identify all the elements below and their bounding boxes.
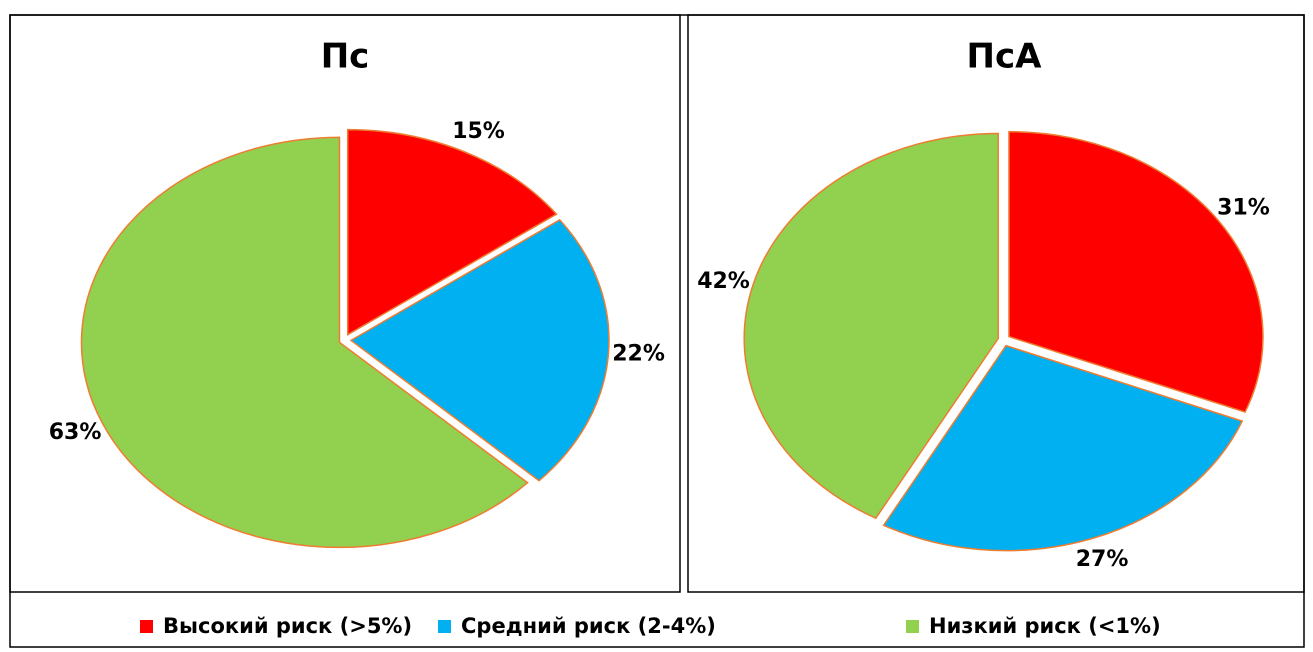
data-label: 15%: [452, 119, 505, 144]
legend-swatch: [140, 620, 153, 633]
chart-title: Пс: [321, 37, 370, 77]
legend-swatch: [438, 620, 451, 633]
right-panel: [687, 14, 1305, 593]
pie-slice: [346, 128, 558, 336]
pie-slice: [80, 136, 529, 549]
pie-slice: [1008, 130, 1264, 414]
legend-swatch: [906, 620, 919, 633]
data-label: 22%: [612, 342, 665, 367]
legend-entry: Низкий риск (<1%): [929, 614, 1161, 638]
pie-slice: [349, 218, 610, 482]
data-label: 63%: [49, 420, 102, 445]
legend-entry: Высокий риск (>5%): [163, 614, 412, 638]
pie-slice: [743, 132, 999, 520]
data-label: 31%: [1217, 196, 1270, 221]
data-label: 42%: [697, 269, 750, 294]
data-label: 27%: [1076, 547, 1129, 572]
chart-title: ПсА: [967, 37, 1043, 77]
legend-entry: Средний риск (2-4%): [461, 614, 716, 638]
left-panel: [9, 14, 681, 593]
pie-slice: [882, 344, 1244, 552]
